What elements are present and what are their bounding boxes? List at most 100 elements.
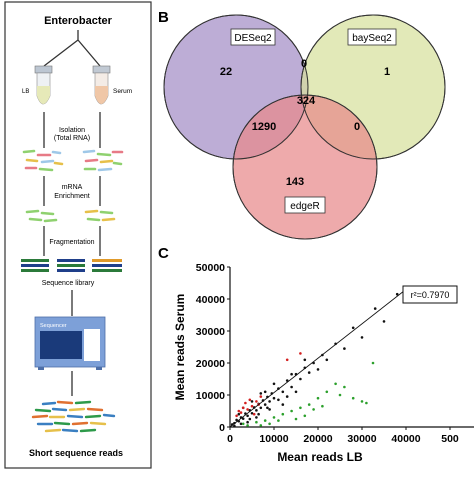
venn-panel-label: B xyxy=(158,9,169,26)
scatter-point-green xyxy=(316,396,320,400)
scatter-point-green xyxy=(312,408,315,411)
sequencer-label: Sequencer xyxy=(40,323,67,329)
scatter-point-black xyxy=(272,382,276,386)
scatter-point-green xyxy=(299,406,302,410)
scatter-r2-box xyxy=(402,285,458,304)
venn-set-name-bayseq2: baySeq2 xyxy=(352,33,392,44)
scatter-point-red xyxy=(299,352,302,355)
venn-set-name-deseq2: DESeq2 xyxy=(234,33,272,44)
tube-lb-label: LB xyxy=(22,89,29,95)
venn-set-name-edger: edgeR xyxy=(290,201,319,212)
y-tick-label: 20000 xyxy=(196,358,225,370)
scatter-point-black xyxy=(373,307,377,310)
fragmentation-label: Fragmentation xyxy=(49,239,94,246)
scatter-point-black xyxy=(343,347,346,350)
scatter-point-black xyxy=(235,418,238,422)
scatter-point-green xyxy=(263,419,267,422)
total-rna-fragments-icon xyxy=(22,149,124,172)
scatter-point-green xyxy=(294,417,298,421)
scatter-point-black xyxy=(257,412,260,416)
scatter-point-red xyxy=(259,395,263,398)
scatter-point-black xyxy=(285,395,289,398)
scatter-point-green xyxy=(268,422,271,426)
scatter-point-black xyxy=(263,390,267,394)
scatter-y-axis-label: Mean reads Serum xyxy=(173,294,187,401)
scatter-point-black xyxy=(268,400,271,403)
scatter-point-black xyxy=(360,336,364,339)
scatter-point-green xyxy=(259,424,263,427)
scatter-point-green xyxy=(371,361,375,365)
scatter-point-red xyxy=(255,400,258,403)
scatter-point-black xyxy=(266,406,269,410)
scatter-point-red xyxy=(250,404,254,408)
scatter-point-black xyxy=(250,400,254,403)
y-tick-label: 40000 xyxy=(196,294,225,306)
scatter-point-black xyxy=(395,292,399,296)
x-tick-label: 20000 xyxy=(303,433,332,445)
scatter-point-black xyxy=(290,385,293,389)
x-tick-label: 500 xyxy=(441,433,459,445)
scatter-point-green xyxy=(290,409,293,413)
venn-circle-edger xyxy=(232,94,378,240)
y-tick-label: 50000 xyxy=(196,262,225,274)
scatter-panel: C Mean reads Serum Mean reads LB 0 10000 2… xyxy=(158,245,474,464)
mrna-label: mRNA xyxy=(62,184,83,191)
scatter-point-black xyxy=(382,320,386,323)
venn-label-box-bayseq2 xyxy=(347,28,397,46)
scatter-point-green xyxy=(365,401,368,405)
scatter-point-green xyxy=(241,422,245,426)
scatter-point-green xyxy=(351,396,355,400)
scatter-point-black xyxy=(255,416,258,419)
scatter-point-black xyxy=(290,372,293,376)
tube-lb-icon xyxy=(34,65,53,105)
scatter-point-green xyxy=(307,403,311,406)
venn-label-box-edger xyxy=(284,196,326,214)
flow-lines-mid xyxy=(43,176,101,206)
flow-lines-low xyxy=(43,226,101,256)
scatter-point-green xyxy=(255,420,258,424)
scatter-point-green xyxy=(325,390,329,394)
scatter-point-black xyxy=(239,422,243,426)
scatter-point-black xyxy=(268,408,271,411)
scatter-point-red xyxy=(285,358,289,362)
scatter-point-green xyxy=(277,419,280,422)
scatter-x-axis-label: Mean reads LB xyxy=(277,450,363,464)
venn-count-edger-only: 143 xyxy=(286,176,304,188)
scatter-point-black xyxy=(299,377,302,381)
venn-count-deseq2-bayseq2: 0 xyxy=(301,58,307,70)
short-reads-icon xyxy=(31,400,116,433)
y-tick-label: 10000 xyxy=(196,390,225,402)
scatter-regression xyxy=(229,289,407,428)
scatter-point-red xyxy=(237,409,241,413)
scatter-point-black xyxy=(255,409,258,412)
flow-lines-top xyxy=(43,112,101,148)
scatter-point-red xyxy=(244,401,247,405)
venn-count-deseq2-edger: 1290 xyxy=(252,121,276,133)
scatter-point-black xyxy=(281,390,285,394)
scatter-point-green xyxy=(334,382,337,386)
scatter-point-black xyxy=(259,406,263,410)
scatter-panel-label: C xyxy=(158,245,169,262)
scatter-point-green xyxy=(321,404,324,408)
scatter-point-green xyxy=(281,412,285,416)
scatter-point-black xyxy=(272,396,276,400)
scatter-point-black xyxy=(325,358,329,362)
y-tick-label: 30000 xyxy=(196,326,225,338)
library-label: Sequence library xyxy=(42,280,95,287)
sequence-library-icon xyxy=(21,259,122,272)
scatter-point-red xyxy=(241,406,245,410)
workflow-frame xyxy=(4,1,152,469)
scatter-point-black xyxy=(263,403,267,406)
venn-count-bayseq2-only: 1 xyxy=(384,66,390,78)
venn-count-bayseq2-edger: 0 xyxy=(354,121,360,133)
workflow-title: Enterobacter xyxy=(44,15,113,27)
sequencer-icon xyxy=(34,316,106,370)
scatter-point-black xyxy=(351,326,355,330)
scatter-point-black xyxy=(241,417,245,420)
scatter-point-black xyxy=(259,392,263,395)
x-tick-label: 0 xyxy=(227,433,233,445)
scatter-point-black xyxy=(246,420,249,424)
scatter-point-red xyxy=(252,412,256,416)
scatter-point-black xyxy=(303,358,307,362)
